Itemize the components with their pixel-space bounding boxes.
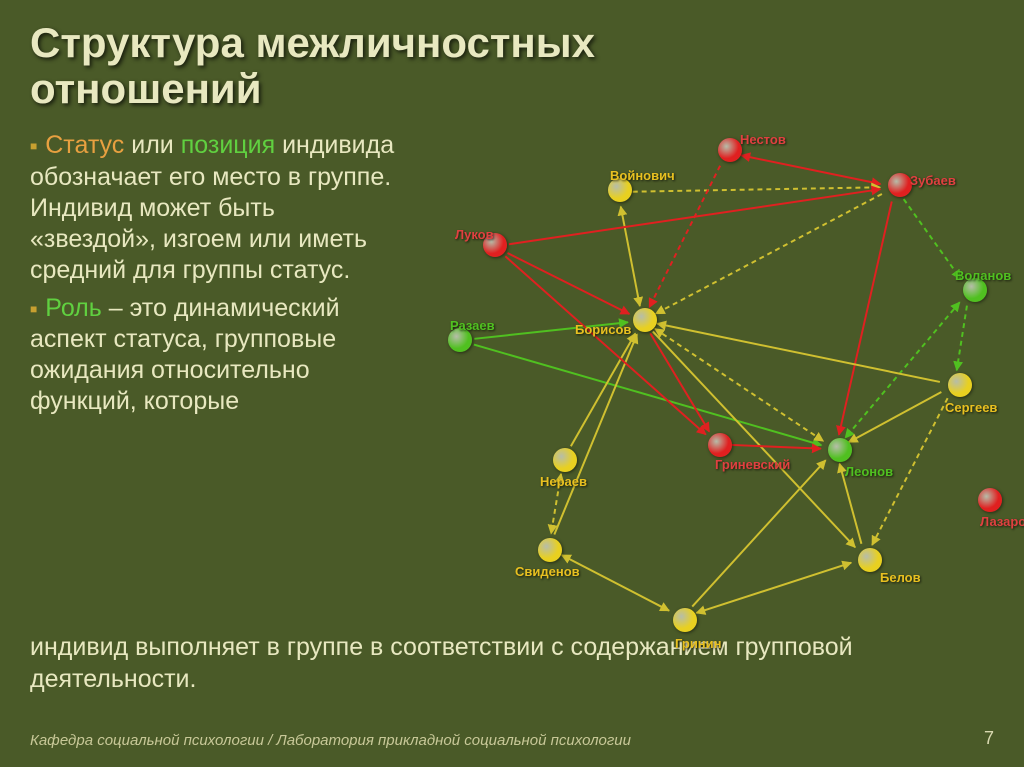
node-label-lazarov: Лазаров	[980, 514, 1024, 529]
node-label-leonov: Леонов	[845, 464, 893, 479]
node-zubaev	[888, 173, 912, 197]
edge	[571, 334, 635, 447]
node-neraev	[553, 448, 577, 472]
edge	[505, 257, 705, 435]
slide: Структура межличностных отношений ■ Стату…	[0, 0, 1024, 767]
bullet-mark-icon: ■	[30, 302, 37, 316]
node-svidenov	[538, 538, 562, 562]
edge	[849, 392, 942, 442]
edge	[845, 303, 959, 439]
node-label-voinovich: Войнович	[610, 168, 675, 183]
edge	[696, 563, 851, 613]
edge	[657, 324, 940, 382]
bullet-1: ■Статус или позиция индивида обозначает …	[30, 130, 400, 286]
node-label-sergeev: Сергеев	[945, 400, 997, 415]
network-diagram: НестовВойновичЗубаевЛуковВолановБорисовР…	[420, 130, 994, 630]
text-column: ■Статус или позиция индивида обозначает …	[30, 130, 400, 630]
node-belov	[858, 548, 882, 572]
edge	[692, 461, 825, 607]
node-leonov	[828, 438, 852, 462]
page-number: 7	[984, 728, 994, 749]
node-borisov	[633, 308, 657, 332]
edge	[839, 202, 892, 435]
bullet-2: ■Роль – это динамический аспект статуса,…	[30, 293, 400, 418]
footer-text: Кафедра социальной психологии / Лаборато…	[30, 732, 631, 749]
bullet-2-lead: Роль	[45, 294, 102, 322]
edge	[649, 166, 720, 308]
node-label-volanov: Воланов	[955, 268, 1011, 283]
node-label-grinin: Гринин	[675, 636, 722, 651]
node-grinevsky	[708, 433, 732, 457]
edge	[554, 335, 637, 535]
node-label-belov: Белов	[880, 570, 921, 585]
node-label-razaev: Разаев	[450, 318, 495, 333]
node-label-zubaev: Зубаев	[910, 173, 956, 188]
bullet-1-lead: Статус	[45, 131, 124, 159]
node-label-svidenov: Свиденов	[515, 564, 580, 579]
continuation-text: индивид выполняет в группе в соответстви…	[30, 632, 994, 695]
node-lazarov	[978, 488, 1002, 512]
edge	[656, 194, 882, 314]
edge	[957, 306, 967, 371]
node-label-borisov: Борисов	[575, 322, 631, 337]
node-nestov	[718, 138, 742, 162]
edge	[653, 332, 855, 548]
edge	[621, 207, 640, 306]
node-label-lukov: Луков	[455, 227, 494, 242]
content-area: ■Статус или позиция индивида обозначает …	[30, 130, 994, 630]
node-label-grinevsky: Гриневский	[715, 457, 790, 472]
node-label-nestov: Нестов	[740, 132, 786, 147]
edge	[474, 345, 822, 446]
edge	[904, 199, 961, 279]
edge	[732, 445, 821, 449]
edge	[741, 156, 880, 185]
edge	[508, 253, 630, 314]
node-sergeev	[948, 373, 972, 397]
edge	[633, 188, 880, 192]
bullet-1-connector: или	[124, 131, 180, 159]
bullet-1-second: позиция	[181, 131, 275, 159]
network-edges	[420, 130, 994, 630]
slide-title: Структура межличностных отношений	[30, 20, 730, 112]
bullet-mark-icon: ■	[30, 139, 37, 153]
node-grinin	[673, 608, 697, 632]
node-label-neraev: Нераев	[540, 474, 587, 489]
